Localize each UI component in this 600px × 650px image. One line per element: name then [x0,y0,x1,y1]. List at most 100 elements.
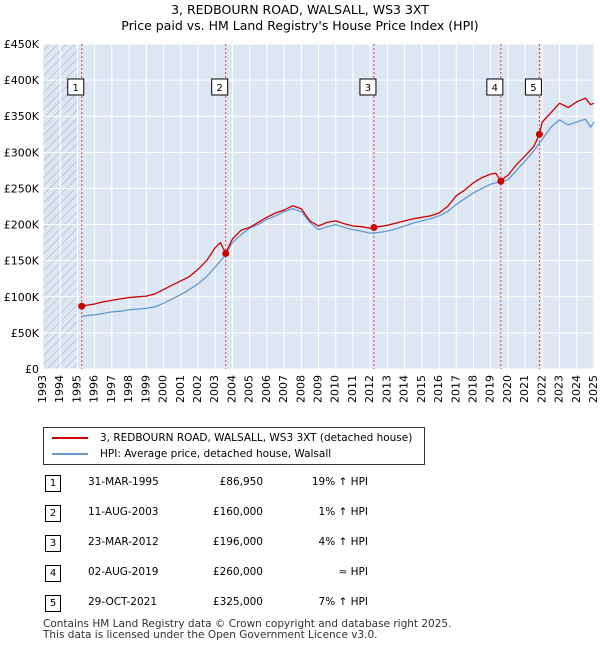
legend-item-hpi: HPI: Average price, detached house, Wals… [52,446,331,462]
transaction-hpi-relation: 4% ↑ HPI [318,536,368,548]
x-tick-label: 2007 [277,375,290,403]
transaction-hpi-relation: 1% ↑ HPI [318,506,368,518]
sale-label-number: 4 [492,83,498,94]
x-tick-label: 2016 [432,375,445,403]
sale-label-box [359,78,377,96]
y-tick-label: £400K [4,74,40,87]
transaction-date: 02-AUG-2019 [88,566,159,578]
transaction-price: £196,000 [212,536,263,548]
x-tick-label: 2010 [329,375,342,403]
y-tick-label: £150K [4,255,40,268]
transaction-price: £160,000 [212,506,263,518]
x-tick-label: 2005 [243,375,256,403]
table-row: 1 31-MAR-1995 £86,950 19% ↑ HPI [43,472,403,502]
sale-label-number: 2 [217,83,223,94]
y-tick-label: £0 [25,363,39,376]
y-tick-label: £200K [4,219,40,232]
legend-label-hpi: HPI: Average price, detached house, Wals… [100,448,332,460]
x-tick-label: 2025 [587,375,600,403]
x-tick-label: 2008 [294,375,307,403]
x-tick-label: 2021 [518,375,531,403]
transaction-number: 3 [45,535,61,552]
footer-line1: Contains HM Land Registry data © Crown c… [43,618,452,630]
transaction-date: 23-MAR-2012 [88,536,159,548]
chart-title-line1: 3, REDBOURN ROAD, WALSALL, WS3 3XT [171,2,429,17]
transaction-number: 2 [45,505,61,522]
transaction-hpi-relation: 7% ↑ HPI [318,596,368,608]
table-row: 5 29-OCT-2021 £325,000 7% ↑ HPI [43,592,403,622]
sale-point [78,302,86,310]
transaction-date: 31-MAR-1995 [88,476,159,488]
legend-item-property: 3, REDBOURN ROAD, WALSALL, WS3 3XT (deta… [52,430,412,446]
sale-label-box [67,78,85,96]
legend-swatch-hpi [52,453,88,455]
footer-attribution: Contains HM Land Registry data © Crown c… [43,619,451,641]
transaction-hpi-relation: 19% ↑ HPI [311,476,368,488]
legend-swatch-property [52,437,88,439]
x-tick-label: 2015 [415,375,428,403]
transaction-price: £325,000 [212,596,263,608]
y-tick-label: £50K [11,327,40,340]
x-tick-label: 2018 [466,375,479,403]
pre-data-hatch [43,44,79,369]
sale-label-box [524,78,542,96]
chart-title: 3, REDBOURN ROAD, WALSALL, WS3 3XT Price… [0,2,600,34]
x-tick-label: 2009 [312,375,325,403]
x-tick-label: 2024 [570,375,583,403]
x-tick-label: 2012 [363,375,376,403]
x-tick-label: 2006 [260,375,273,403]
x-tick-label: 2020 [501,375,514,403]
x-tick-label: 2023 [553,375,566,403]
price-chart: £0 £50K £100K £150K £200K £250K £300K £350K £400… [4,38,600,403]
x-tick-label: 2019 [484,375,497,403]
x-tick-label: 1995 [70,375,83,403]
chart-title-line2: Price paid vs. HM Land Registry's House … [121,18,479,33]
x-tick-label: 1993 [36,375,49,403]
x-tick-label: 2003 [208,375,221,403]
y-tick-label: £450K [4,38,40,51]
legend-label-property: 3, REDBOURN ROAD, WALSALL, WS3 3XT (deta… [100,432,413,444]
x-tick-label: 2002 [191,375,204,403]
x-tick-label: 1996 [88,375,101,403]
x-tick-label: 2001 [174,375,187,403]
transaction-number: 1 [45,475,61,492]
x-tick-label: 1997 [105,375,118,403]
legend: 3, REDBOURN ROAD, WALSALL, WS3 3XT (deta… [43,427,425,465]
transaction-hpi-relation: ≈ HPI [338,566,368,578]
hpi-line [81,118,595,317]
sale-label-number: 1 [73,83,79,94]
y-tick-label: £350K [4,110,40,123]
transaction-price: £260,000 [212,566,263,578]
sale-point [497,177,505,185]
sale-point [222,249,230,257]
sale-point [535,130,543,138]
sale-point [370,223,378,231]
x-tick-label: 2022 [535,375,548,403]
transaction-price: £86,950 [219,476,263,488]
y-tick-label: £100K [4,291,40,304]
x-tick-label: 2014 [398,375,411,403]
x-tick-label: 1994 [53,375,66,403]
x-tick-label: 2000 [157,375,170,403]
table-row: 3 23-MAR-2012 £196,000 4% ↑ HPI [43,532,403,562]
sale-label-box [211,78,229,96]
x-tick-label: 2004 [225,375,238,403]
footer-line2: This data is licensed under the Open Gov… [43,629,378,641]
sale-label-number: 3 [365,83,371,94]
property-price-line [81,97,595,307]
sale-label-box [486,78,504,96]
transaction-date: 11-AUG-2003 [88,506,159,518]
y-tick-label: £300K [4,146,40,159]
transaction-number: 4 [45,565,61,582]
x-tick-label: 2011 [346,375,359,403]
table-row: 4 02-AUG-2019 £260,000 ≈ HPI [43,562,403,592]
x-tick-label: 1998 [122,375,135,403]
transactions-table: 1 31-MAR-1995 £86,950 19% ↑ HPI 2 11-AUG… [43,472,403,622]
y-tick-label: £250K [4,182,40,195]
x-tick-label: 2017 [449,375,462,403]
transaction-date: 29-OCT-2021 [88,596,157,608]
sale-label-number: 5 [530,83,536,94]
transaction-number: 5 [45,595,61,612]
table-row: 2 11-AUG-2003 £160,000 1% ↑ HPI [43,502,403,532]
x-tick-label: 1999 [139,375,152,403]
